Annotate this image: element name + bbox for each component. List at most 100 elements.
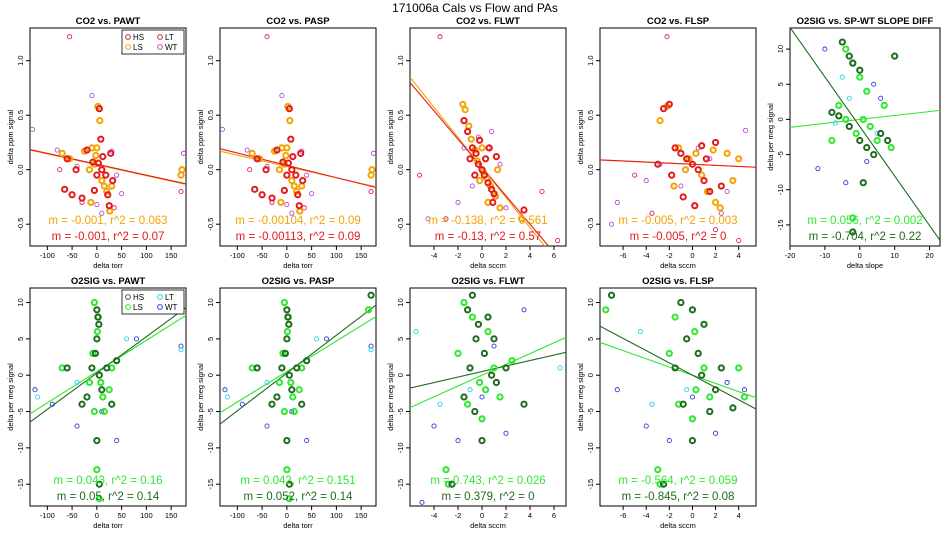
data-point-ls — [709, 146, 717, 154]
data-point-ls — [93, 144, 101, 152]
data-point-wt — [114, 172, 120, 178]
data-point-lt — [874, 130, 880, 137]
y-tick-label: 0 — [16, 373, 25, 377]
data-point-ls — [103, 187, 111, 196]
x-tick-label: 0 — [95, 511, 99, 520]
data-point-hs — [297, 149, 305, 157]
data-point-hs — [468, 144, 476, 152]
plot-area — [410, 34, 561, 246]
data-point-hs — [95, 480, 103, 488]
x-tick-label: 6 — [552, 511, 556, 520]
data-point-lt — [443, 216, 449, 222]
x-tick-label: 150 — [165, 511, 178, 520]
y-tick-label: 0 — [206, 373, 215, 377]
plot-area — [30, 298, 186, 503]
data-point-wt — [678, 183, 684, 189]
data-point-wt — [614, 387, 620, 393]
data-point-lt — [178, 347, 184, 353]
data-point-hs — [103, 364, 111, 372]
y-tick-label: -0.5 — [206, 218, 215, 231]
chart-panel: CO2 vs. PAWT -100 -50 0 50 100 150 delta torr -0… — [6, 16, 187, 270]
fit-stats-hs: m = -0.005, r^2 = 0 — [630, 231, 727, 243]
data-point-hs — [688, 437, 697, 445]
chart-panel: O2SIG vs. FLSP -6 -4 -2 0 2 4 delta sccm -15 -10 -… — [576, 276, 757, 530]
data-point-hs — [480, 349, 488, 357]
y-tick-label: 0.5 — [16, 110, 25, 120]
data-point-hs — [251, 185, 259, 193]
data-point-hs — [284, 313, 292, 321]
data-point-lt — [649, 401, 655, 407]
fit-stats-hs: m = -0.13, r^2 = 0.57 — [435, 231, 541, 243]
x-tick-label: -6 — [620, 511, 627, 520]
x-tick-label: -2 — [666, 251, 673, 260]
data-point-hs — [258, 191, 266, 199]
legend-marker-lt — [157, 34, 163, 40]
data-point-hs — [273, 393, 281, 401]
data-point-ls — [674, 144, 683, 152]
data-point-ls — [90, 298, 98, 307]
data-point-hs — [476, 136, 484, 144]
data-point-ls — [85, 166, 94, 174]
data-point-hs — [717, 182, 725, 190]
fit-stats-ls: m = 0.043, r^2 = 0.16 — [54, 475, 163, 487]
x-tick-label: -4 — [643, 511, 650, 520]
x-tick-label: 0 — [690, 251, 694, 260]
data-point-ls — [835, 101, 843, 109]
fit-line-hs — [600, 159, 756, 168]
fit-line-hs — [410, 351, 566, 389]
data-point-lt — [713, 227, 719, 233]
data-point-ls — [454, 349, 462, 357]
data-point-ls — [887, 143, 895, 152]
data-point-wt — [180, 150, 186, 156]
data-point-hs — [835, 112, 843, 120]
data-point-hs — [668, 171, 676, 179]
y-tick-label: 10 — [16, 298, 25, 306]
data-point-hs — [283, 171, 291, 179]
plot-frame — [409, 287, 567, 507]
data-point-wt — [30, 126, 36, 132]
data-point-wt — [489, 128, 495, 135]
data-point-hs — [492, 153, 500, 161]
data-point-wt — [455, 199, 461, 205]
data-point-ls — [287, 378, 295, 387]
chart-title: O2SIG vs. SP-WT SLOPE DIFF — [797, 16, 934, 27]
data-point-ls — [364, 306, 373, 314]
data-point-ls — [286, 117, 294, 125]
data-point-lt — [264, 34, 270, 40]
y-tick-label: -10 — [206, 442, 215, 453]
fit-stats-ls: m = -0.00104, r^2 = 0.09 — [235, 215, 361, 227]
x-axis-label: delta sccm — [470, 261, 506, 270]
data-point-ls — [476, 378, 484, 387]
x-tick-label: -2 — [666, 511, 673, 520]
data-point-ls — [842, 45, 850, 53]
legend-label-wt: WT — [165, 303, 178, 312]
data-point-hs — [95, 371, 103, 379]
data-point-ls — [368, 166, 376, 174]
data-point-ls — [828, 136, 836, 145]
data-point-wt — [461, 145, 467, 151]
data-point-ls — [478, 144, 486, 152]
y-tick-label: -15 — [776, 219, 785, 230]
data-point-lt — [846, 95, 852, 101]
data-point-lt — [264, 379, 270, 386]
x-tick-label: 4 — [737, 511, 741, 520]
chart-title: CO2 vs. FLSP — [647, 16, 710, 27]
data-point-lt — [178, 188, 184, 195]
data-point-ls — [508, 357, 516, 365]
data-point-hs — [72, 166, 80, 174]
data-point-hs — [694, 349, 702, 357]
data-point-hs — [108, 400, 116, 408]
data-point-ls — [723, 149, 731, 157]
data-point-wt — [49, 401, 55, 407]
data-point-hs — [711, 138, 720, 147]
chart-title: O2SIG vs. FLSP — [642, 276, 714, 287]
data-point-wt — [323, 336, 330, 342]
plot-frame — [29, 27, 187, 247]
data-point-ls — [698, 171, 706, 179]
x-tick-label: -100 — [40, 251, 55, 260]
data-point-ls — [518, 215, 526, 223]
data-point-hs — [93, 335, 101, 343]
data-point-hs — [679, 193, 687, 201]
data-point-wt — [815, 166, 821, 172]
data-point-ls — [444, 480, 452, 488]
